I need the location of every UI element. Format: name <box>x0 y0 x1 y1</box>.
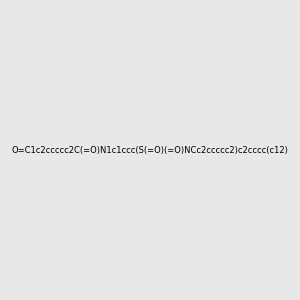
Text: O=C1c2ccccc2C(=O)N1c1ccc(S(=O)(=O)NCc2ccccc2)c2cccc(c12): O=C1c2ccccc2C(=O)N1c1ccc(S(=O)(=O)NCc2cc… <box>12 146 288 154</box>
